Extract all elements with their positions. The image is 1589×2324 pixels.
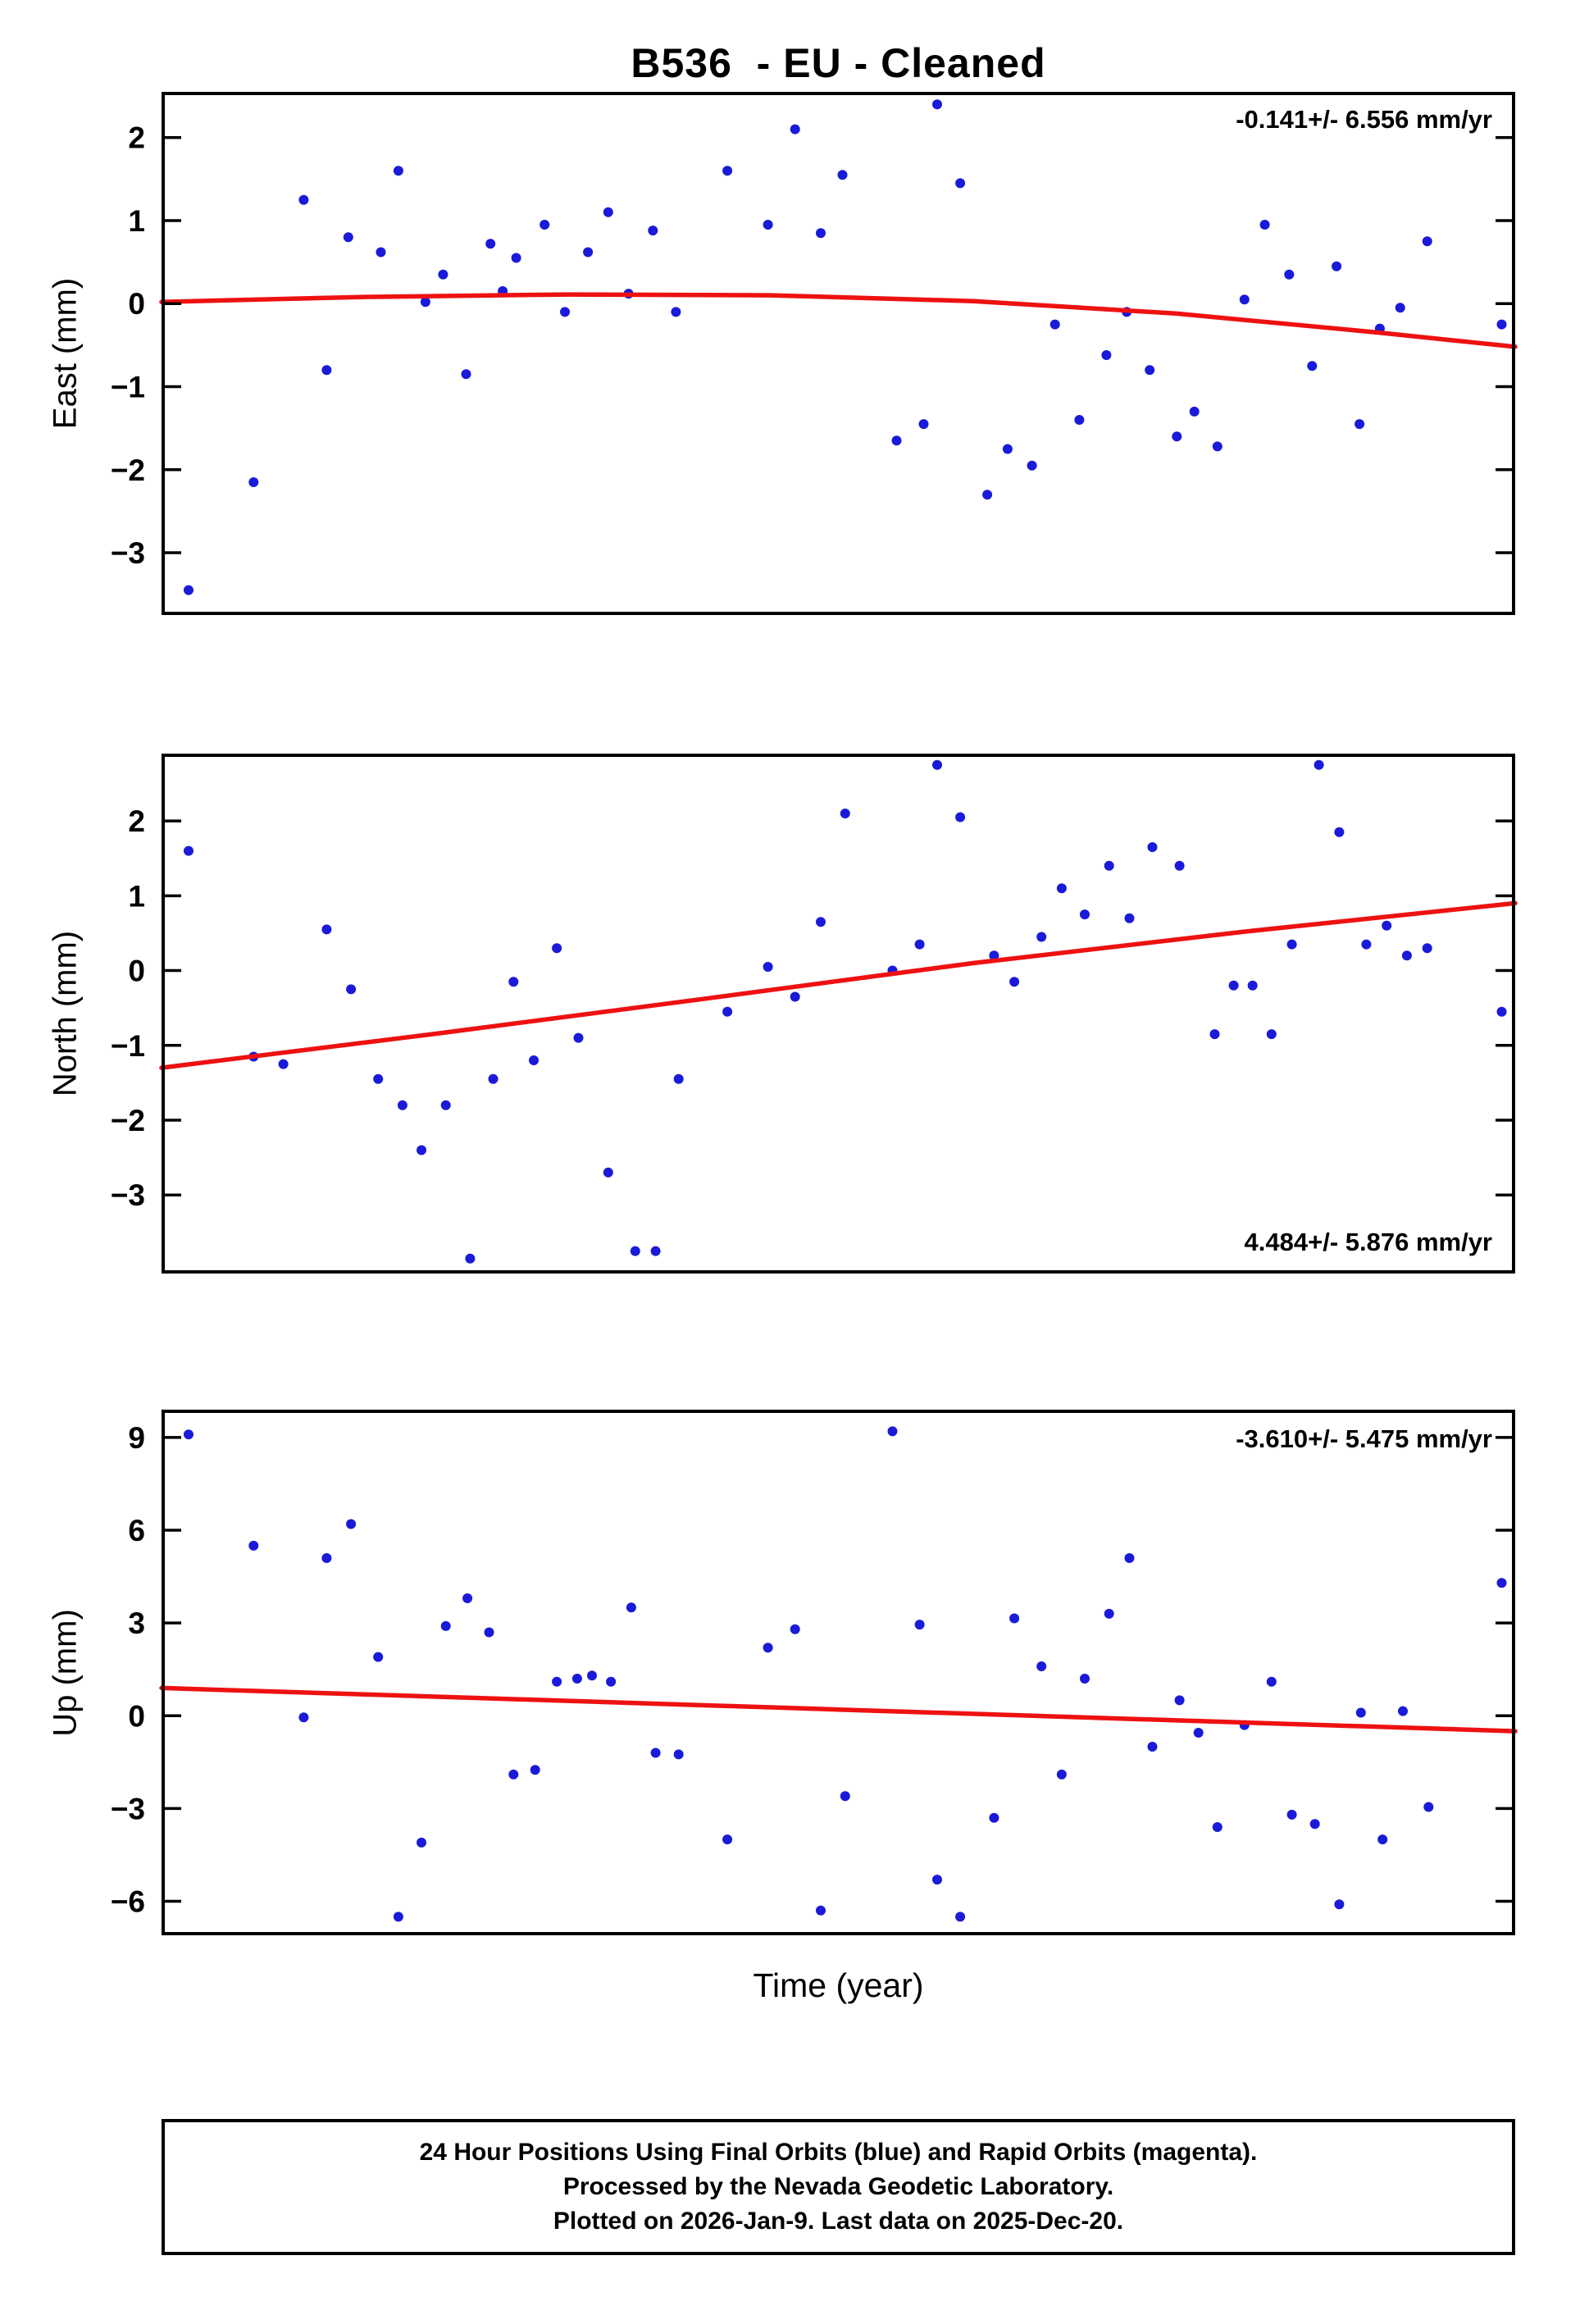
north-rate-annotation: 4.484+/- 5.876 mm/yr <box>1244 1228 1492 1256</box>
svg-text:2: 2 <box>128 121 145 155</box>
east-plot: 2 1 0 −1 −2 −3 <box>111 92 1518 615</box>
svg-text:1: 1 <box>128 879 145 913</box>
up-axis-label: Up (mm) <box>47 1609 84 1737</box>
svg-text:−3: −3 <box>111 1178 145 1212</box>
svg-text:0: 0 <box>128 287 145 321</box>
footer-line-2: Processed by the Nevada Geodetic Laborat… <box>562 2173 1114 2200</box>
svg-text:6: 6 <box>128 1514 145 1547</box>
east-rate-annotation: -0.141+/- 6.556 mm/yr <box>1236 105 1492 134</box>
x-axis-label: Time (year) <box>753 1966 924 2004</box>
svg-text:−1: −1 <box>111 371 145 404</box>
svg-text:−2: −2 <box>111 1104 145 1137</box>
north-axis-label: North (mm) <box>47 930 84 1097</box>
svg-text:3: 3 <box>128 1606 145 1640</box>
svg-text:9: 9 <box>128 1421 145 1455</box>
footer-box: 24 Hour Positions Using Final Orbits (bl… <box>162 2119 1515 2255</box>
svg-text:−1: −1 <box>111 1029 145 1063</box>
footer-line-1: 24 Hour Positions Using Final Orbits (bl… <box>419 2139 1258 2166</box>
svg-text:−3: −3 <box>111 1792 145 1825</box>
svg-text:0: 0 <box>128 955 145 988</box>
svg-text:−2: −2 <box>111 453 145 487</box>
north-plot: 2 1 0 −1 −2 −3 <box>111 754 1518 1274</box>
svg-text:−3: −3 <box>111 536 145 570</box>
up-rate-annotation: -3.610+/- 5.475 mm/yr <box>1236 1424 1492 1453</box>
svg-text:−6: −6 <box>111 1885 145 1919</box>
up-plot: 9 6 3 0 −3 −6 <box>111 1410 1518 1935</box>
svg-text:2: 2 <box>128 804 145 838</box>
svg-text:0: 0 <box>128 1699 145 1733</box>
east-axis-label: East (mm) <box>47 277 84 430</box>
chart-title: B536 - EU - Cleaned <box>631 40 1046 86</box>
svg-text:1: 1 <box>128 204 145 238</box>
footer-line-3: Plotted on 2026-Jan-9. Last data on 2025… <box>553 2208 1124 2235</box>
